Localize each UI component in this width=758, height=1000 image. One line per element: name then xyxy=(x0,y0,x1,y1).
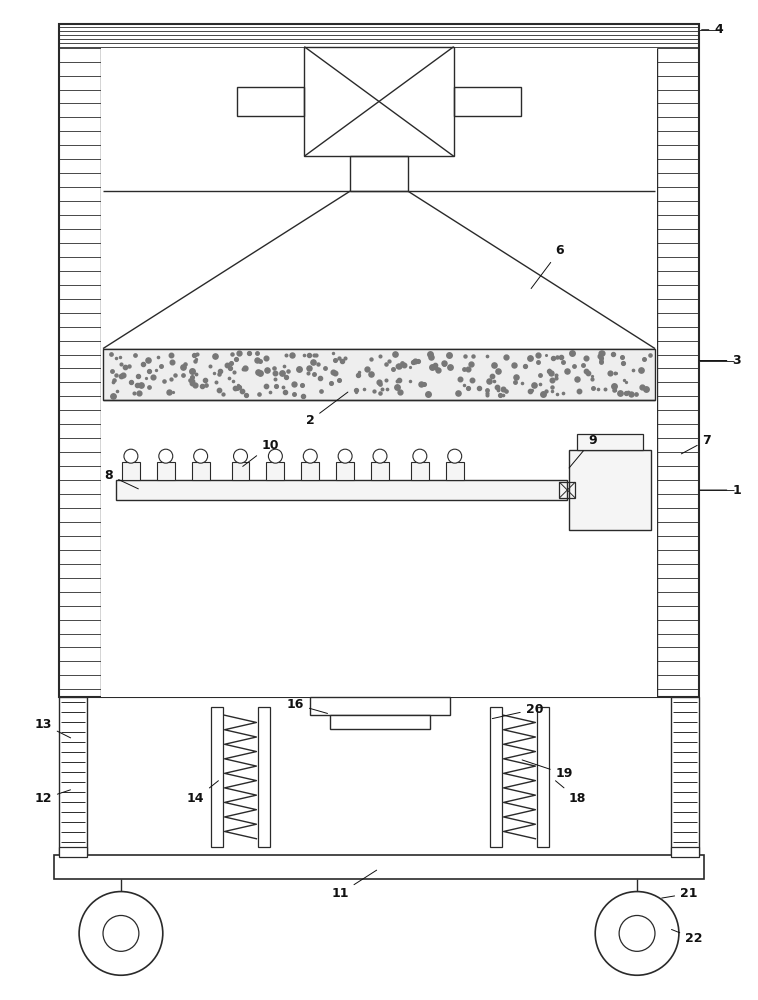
Text: 10: 10 xyxy=(243,439,279,466)
Bar xyxy=(454,87,522,116)
Bar xyxy=(103,349,655,400)
Bar xyxy=(211,707,223,847)
Circle shape xyxy=(373,449,387,463)
Bar xyxy=(569,450,651,530)
Circle shape xyxy=(103,915,139,951)
Bar xyxy=(59,24,699,697)
Bar xyxy=(330,715,430,729)
Circle shape xyxy=(124,449,138,463)
Bar xyxy=(59,697,87,854)
Circle shape xyxy=(194,449,208,463)
Text: 18: 18 xyxy=(556,781,586,805)
Bar xyxy=(371,462,389,480)
Bar xyxy=(301,462,319,480)
Circle shape xyxy=(448,449,462,463)
Bar xyxy=(578,434,643,450)
Text: 4: 4 xyxy=(702,23,723,36)
Bar xyxy=(671,847,699,857)
Text: 9: 9 xyxy=(569,434,597,468)
Bar xyxy=(231,462,249,480)
Bar xyxy=(258,707,271,847)
Text: 13: 13 xyxy=(35,718,70,738)
Circle shape xyxy=(619,915,655,951)
Text: 6: 6 xyxy=(531,244,564,289)
Circle shape xyxy=(79,892,163,975)
Text: 22: 22 xyxy=(672,929,703,945)
Bar xyxy=(559,482,575,498)
Bar xyxy=(537,707,550,847)
Text: 12: 12 xyxy=(34,790,70,805)
Bar xyxy=(236,87,304,116)
Bar xyxy=(192,462,210,480)
Text: 8: 8 xyxy=(105,469,139,489)
Circle shape xyxy=(413,449,427,463)
Circle shape xyxy=(595,892,679,975)
Text: 1: 1 xyxy=(700,484,741,497)
Text: 21: 21 xyxy=(662,887,697,900)
Bar xyxy=(157,462,175,480)
Bar xyxy=(350,156,408,191)
Bar xyxy=(411,462,429,480)
Circle shape xyxy=(268,449,283,463)
Bar xyxy=(101,48,657,697)
Bar xyxy=(266,462,284,480)
Text: 3: 3 xyxy=(700,354,741,367)
Bar xyxy=(116,480,567,500)
Text: 19: 19 xyxy=(522,760,573,780)
Bar xyxy=(446,462,464,480)
Text: 20: 20 xyxy=(492,703,543,719)
Bar xyxy=(671,697,699,854)
Bar xyxy=(59,847,87,857)
Circle shape xyxy=(233,449,247,463)
Circle shape xyxy=(303,449,318,463)
Text: 7: 7 xyxy=(681,434,711,454)
Bar xyxy=(304,47,454,156)
Bar xyxy=(54,855,704,879)
Text: 14: 14 xyxy=(187,781,218,805)
Circle shape xyxy=(159,449,173,463)
Text: 16: 16 xyxy=(287,698,327,713)
Bar xyxy=(490,707,502,847)
Text: 11: 11 xyxy=(331,870,377,900)
Text: 2: 2 xyxy=(306,392,348,427)
Bar xyxy=(122,462,140,480)
Circle shape xyxy=(338,449,352,463)
Bar xyxy=(310,697,449,715)
Bar xyxy=(336,462,354,480)
